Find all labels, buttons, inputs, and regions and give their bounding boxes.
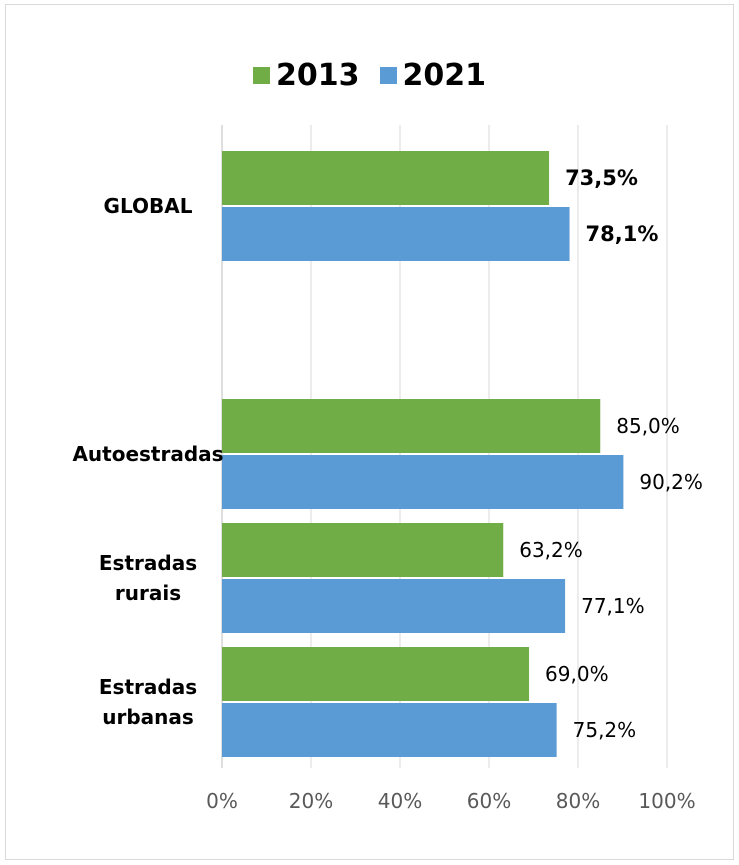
bar-2021 (222, 207, 570, 261)
data-label: 90,2% (639, 470, 703, 494)
legend-item-2021: 2021 (379, 58, 487, 93)
category-label: Estradas (99, 675, 197, 699)
category-label: Autoestradas (72, 442, 223, 466)
legend: 2013 2021 (0, 58, 739, 93)
bar-2013 (222, 523, 504, 577)
data-label: 77,1% (581, 594, 645, 618)
data-label: 85,0% (616, 414, 680, 438)
legend-label-2021: 2021 (402, 58, 487, 93)
x-tick-label: 20% (289, 789, 333, 813)
x-tick-label: 80% (556, 789, 600, 813)
bar-2013 (222, 399, 601, 453)
legend-label-2013: 2013 (276, 58, 360, 93)
legend-swatch-2013 (253, 67, 270, 84)
x-tick-label: 100% (638, 789, 695, 813)
data-label: 73,5% (565, 166, 638, 190)
category-label: urbanas (102, 705, 194, 729)
data-label: 78,1% (586, 222, 659, 246)
data-label: 69,0% (545, 662, 609, 686)
bar-2013 (222, 151, 550, 205)
bar-2021 (222, 579, 566, 633)
x-tick-label: 60% (467, 789, 511, 813)
data-label: 75,2% (573, 718, 637, 742)
legend-swatch-2021 (379, 67, 397, 84)
bar-2013 (222, 647, 530, 701)
category-label: rurais (115, 581, 181, 605)
data-label: 63,2% (519, 538, 583, 562)
category-label: GLOBAL (104, 194, 193, 218)
legend-item-2013: 2013 (253, 58, 360, 93)
bar-2021 (222, 703, 557, 757)
category-label: Estradas (99, 551, 197, 575)
x-tick-label: 0% (206, 789, 238, 813)
bar-2021 (222, 455, 624, 509)
x-tick-label: 40% (378, 789, 422, 813)
